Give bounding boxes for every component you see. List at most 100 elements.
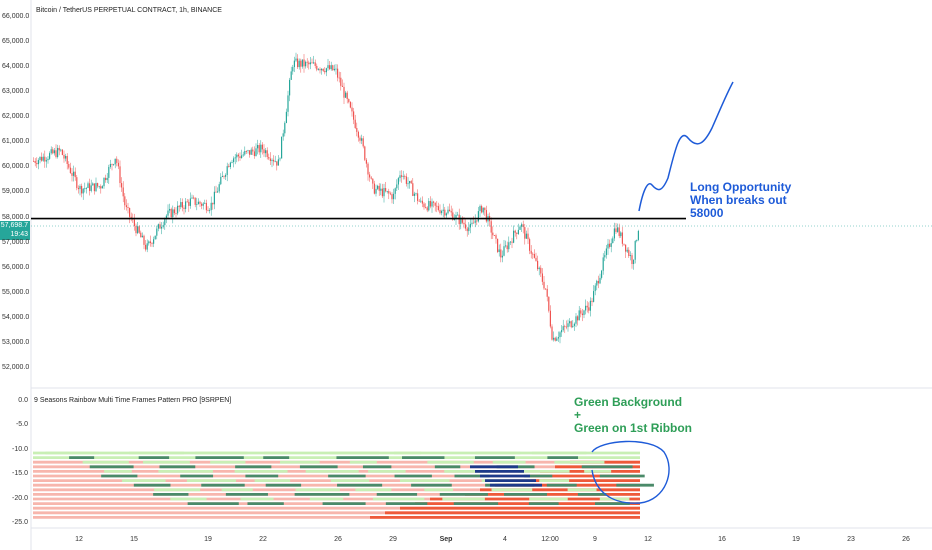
candle-body xyxy=(60,149,62,151)
candle-body xyxy=(95,183,97,192)
candle-body xyxy=(460,217,462,225)
candle-body xyxy=(589,300,591,311)
candle-body xyxy=(481,206,483,213)
candle-body xyxy=(253,151,255,157)
candle-body xyxy=(549,310,551,327)
candle-body xyxy=(610,243,612,247)
candle-body xyxy=(319,69,321,71)
candle-body xyxy=(562,326,564,331)
price-tick-label: 66,000.0 xyxy=(2,13,30,20)
candle-body xyxy=(204,202,206,204)
price-tick-label: 55,000.0 xyxy=(2,288,30,296)
candle-body xyxy=(389,193,391,195)
candle-body xyxy=(329,65,331,70)
candle-body xyxy=(274,161,276,163)
candle-body xyxy=(586,305,588,308)
candle-body xyxy=(601,270,603,278)
candle-body xyxy=(484,207,486,211)
candle-body xyxy=(621,232,623,244)
annotation-line: 58000 xyxy=(690,206,724,220)
candle-body xyxy=(213,191,215,205)
candle-body xyxy=(449,209,451,212)
candle-body xyxy=(74,171,76,178)
candle-body xyxy=(348,99,350,102)
annotation-line: When breaks out xyxy=(690,193,787,207)
time-tick-label: 12 xyxy=(75,536,83,543)
candle-body xyxy=(511,241,513,243)
indicator-tick-label: -10.0 xyxy=(12,446,28,453)
candle-body xyxy=(399,175,401,179)
candle-body xyxy=(602,257,604,271)
candle-body xyxy=(221,176,223,178)
indicator-tick-label: -15.0 xyxy=(12,470,28,477)
candle-body xyxy=(244,151,246,155)
candle-body xyxy=(175,213,177,214)
candle-body xyxy=(501,255,503,258)
candle-body xyxy=(362,138,364,147)
candle-body xyxy=(260,144,262,153)
price-tick-label: 57,000.0 xyxy=(2,238,30,246)
candle-body xyxy=(313,62,315,64)
candle-body xyxy=(631,255,633,265)
price-tick-label: 62,000.0 xyxy=(2,113,30,121)
candle-body xyxy=(393,193,395,200)
candle-body xyxy=(257,145,259,149)
candle-body xyxy=(202,203,204,206)
candle-body xyxy=(273,159,275,162)
candle-body xyxy=(173,209,175,214)
candle-body xyxy=(530,250,532,254)
candle-body xyxy=(413,193,415,196)
candle-body xyxy=(580,310,582,314)
candle-body xyxy=(69,167,71,174)
candle-body xyxy=(466,228,468,232)
candle-body xyxy=(71,173,73,176)
candle-body xyxy=(493,235,495,237)
last-price-badge: 57,698.7 19:43 xyxy=(0,221,30,240)
indicator-tick-label: -20.0 xyxy=(12,495,28,502)
candle-body xyxy=(546,288,548,297)
candle-body xyxy=(604,255,606,258)
candle-body xyxy=(372,178,374,184)
candle-body xyxy=(258,145,260,153)
candle-body xyxy=(585,305,587,311)
candle-body xyxy=(591,300,593,302)
candle-body xyxy=(474,220,476,223)
candle-body xyxy=(284,123,286,134)
candle-body xyxy=(605,248,607,256)
candle-body xyxy=(629,255,631,257)
candle-body xyxy=(321,68,323,71)
candle-body xyxy=(503,246,505,256)
candle-body xyxy=(521,224,523,227)
candle-body xyxy=(92,183,94,186)
candle-body xyxy=(581,313,583,316)
candle-body xyxy=(386,191,388,192)
candle-body xyxy=(337,68,339,78)
candle-body xyxy=(596,280,598,286)
candle-body xyxy=(548,296,550,311)
candle-body xyxy=(612,238,614,244)
candle-body xyxy=(396,184,398,189)
candle-body xyxy=(509,241,511,243)
candle-body xyxy=(170,208,172,218)
candle-body xyxy=(343,86,345,98)
candle-body xyxy=(322,68,324,71)
candle-body xyxy=(217,191,219,193)
candle-body xyxy=(117,162,119,167)
candle-body xyxy=(572,325,574,328)
candle-body xyxy=(197,201,199,205)
candle-body xyxy=(540,267,542,274)
candle-body xyxy=(345,92,347,98)
candle-body xyxy=(537,260,539,270)
candle-body xyxy=(463,222,465,225)
candle-body xyxy=(541,273,543,282)
candle-body xyxy=(532,253,534,255)
candle-body xyxy=(375,188,377,194)
candle-body xyxy=(428,200,430,211)
price-tick-label: 53,000.0 xyxy=(2,338,30,346)
candle-body xyxy=(137,226,139,234)
candle-body xyxy=(597,280,599,284)
candle-body xyxy=(535,257,537,261)
green-ribbon-annotation: Green Background + Green on 1st Ribbon xyxy=(574,396,692,435)
bar-countdown: 19:43 xyxy=(10,231,28,238)
